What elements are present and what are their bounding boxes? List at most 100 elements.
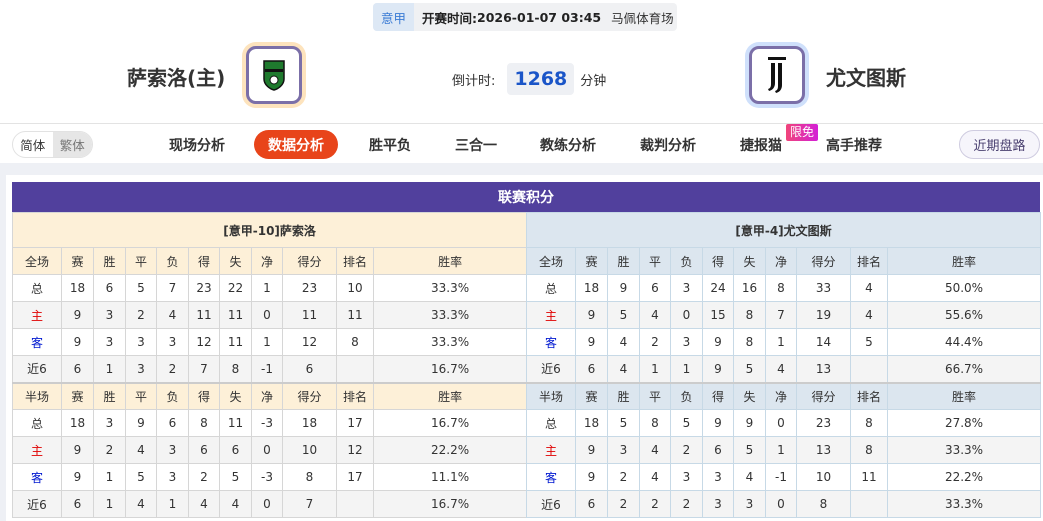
row-label: 近6 — [12, 490, 62, 518]
column-header: 净 — [765, 381, 797, 410]
team-caption: [意甲-4]尤文图斯 — [525, 212, 1042, 248]
tab-jiebaomao[interactable]: 捷报猫 — [740, 137, 782, 154]
cell: 0 — [765, 409, 797, 437]
cell: 16 — [733, 274, 766, 302]
recent-odds-button[interactable]: 近期盘路 — [959, 130, 1040, 159]
cell: 10 — [282, 436, 337, 464]
column-header: 净 — [765, 247, 797, 275]
column-header: 得分 — [796, 247, 851, 275]
league-tag[interactable]: 意甲 — [373, 3, 415, 31]
cell: 9 — [61, 463, 94, 491]
row-label: 近6 — [526, 355, 576, 383]
cell: 9 — [575, 301, 608, 329]
cell: 1 — [251, 328, 283, 356]
tab-win-draw-loss[interactable]: 胜平负 — [369, 137, 411, 154]
cell: 3 — [125, 328, 157, 356]
cell: 9 — [575, 436, 608, 464]
tab-three-in-one[interactable]: 三合一 — [455, 137, 497, 154]
standings-title: 联赛积分 — [12, 182, 1040, 212]
cell: 3 — [93, 328, 126, 356]
row-label: 主 — [12, 301, 62, 329]
column-header: 平 — [639, 381, 671, 410]
cell: 6 — [156, 409, 189, 437]
table-row: 客 9 1 5 3 2 5 -3 8 17 11.1% — [12, 463, 528, 491]
home-team-name[interactable]: 萨索洛(主) — [127, 66, 226, 90]
cell: 44.4% — [886, 328, 1042, 356]
tab-data-analysis[interactable]: 数据分析 — [254, 130, 338, 159]
cell: 66.7% — [886, 355, 1042, 383]
column-header: 胜率 — [372, 381, 528, 410]
cell: 2 — [93, 436, 126, 464]
team-caption: [意甲-10]萨索洛 — [11, 212, 528, 248]
cell: 3 — [733, 490, 766, 518]
cell: 18 — [61, 409, 94, 437]
cell: 3 — [607, 436, 640, 464]
cell: 16.7% — [372, 355, 528, 383]
row-label: 近6 — [12, 355, 62, 383]
column-header: 得 — [188, 381, 220, 410]
column-header: 负 — [670, 247, 703, 275]
cell: 0 — [251, 436, 283, 464]
cell: 10 — [336, 274, 374, 302]
away-team-name[interactable]: 尤文图斯 — [826, 66, 906, 90]
juventus-crest-icon — [768, 57, 786, 93]
tab-live-analysis[interactable]: 现场分析 — [169, 137, 225, 154]
lang-simplified[interactable]: 简体 — [20, 138, 46, 153]
cell: 8 — [850, 409, 888, 437]
cell: 7 — [282, 490, 337, 518]
table-row: 主 9 3 4 2 6 5 1 13 8 33.3% — [526, 436, 1042, 464]
tab-expert-picks[interactable]: 高手推荐 — [826, 137, 882, 154]
column-header: 失 — [219, 247, 252, 275]
cell: 18 — [282, 409, 337, 437]
cell: 4 — [607, 328, 640, 356]
table-row: 主 9 2 4 3 6 6 0 10 12 22.2% — [12, 436, 528, 464]
half-header-row: 半场赛胜平负得失净得分 排名 胜率 — [12, 381, 528, 410]
cell: 3 — [93, 409, 126, 437]
cell: 11.1% — [372, 463, 528, 491]
column-header: 负 — [156, 247, 189, 275]
table-row: 近6 6 1 3 2 7 8 -1 6 16.7% — [12, 355, 528, 383]
cell: 8 — [639, 409, 671, 437]
cell: 18 — [61, 274, 94, 302]
cell: 17 — [336, 463, 374, 491]
cell: 8 — [850, 436, 888, 464]
cell: 5 — [607, 409, 640, 437]
nav-bar: 简体 繁体 现场分析 数据分析 胜平负 三合一 教练分析 裁判分析 捷报猫 限免… — [0, 123, 1043, 163]
cell: 11 — [282, 301, 337, 329]
cell: 9 — [702, 355, 734, 383]
cell: 4 — [850, 274, 888, 302]
kickoff-time: 2026-01-07 03:45 — [477, 9, 602, 25]
cell: 8 — [733, 301, 766, 329]
cell: 1 — [93, 355, 126, 383]
cell: 2 — [156, 355, 189, 383]
tab-coach-analysis[interactable]: 教练分析 — [540, 137, 596, 154]
row-label: 总 — [526, 274, 576, 302]
tab-referee-analysis[interactable]: 裁判分析 — [640, 137, 696, 154]
cell: 23 — [188, 274, 220, 302]
cell: 4 — [188, 490, 220, 518]
cell: 5 — [607, 301, 640, 329]
team-caption-row: [意甲-10]萨索洛 — [11, 212, 528, 248]
cell: 4 — [850, 301, 888, 329]
cell: 3 — [702, 490, 734, 518]
row-label: 主 — [526, 436, 576, 464]
home-standings-table: [意甲-10]萨索洛 全场赛胜平负得失净得分 排名 胜率总 18 6 5 7 23 22 1 23 10… — [11, 212, 528, 518]
column-header: 胜率 — [886, 247, 1042, 275]
column-header: 平 — [639, 247, 671, 275]
language-toggle[interactable]: 简体 繁体 — [12, 131, 93, 158]
cell: 1 — [93, 463, 126, 491]
countdown-unit: 分钟 — [580, 73, 607, 89]
cell: 0 — [670, 301, 703, 329]
row-label: 主 — [12, 436, 62, 464]
row-label: 主 — [526, 301, 576, 329]
cell: 6 — [93, 274, 126, 302]
column-header: 得分 — [282, 381, 337, 410]
table-row: 总 18 3 9 6 8 11 -3 18 17 16.7% — [12, 409, 528, 437]
cell: 55.6% — [886, 301, 1042, 329]
column-header: 胜率 — [372, 247, 528, 275]
home-team-logo[interactable] — [242, 42, 306, 108]
lang-traditional[interactable]: 繁体 — [52, 132, 92, 157]
table-row: 客 9 2 4 3 3 4 -1 10 11 22.2% — [526, 463, 1042, 491]
cell: 0 — [251, 490, 283, 518]
away-team-logo[interactable] — [745, 42, 809, 108]
